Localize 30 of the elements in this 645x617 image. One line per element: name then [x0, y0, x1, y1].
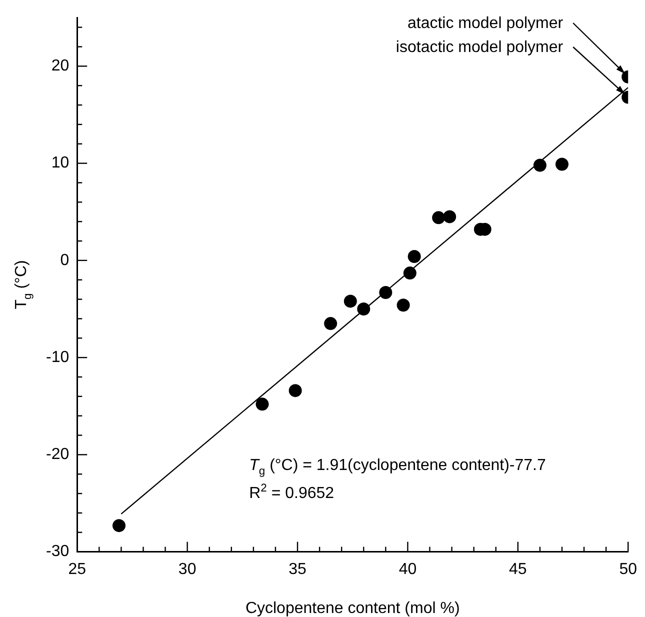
point — [555, 158, 568, 171]
point — [357, 302, 370, 316]
x-tick-label: 35 — [288, 560, 307, 578]
y-tick-label: -20 — [46, 446, 70, 464]
y-tick-label: 10 — [51, 154, 70, 172]
point — [256, 398, 269, 411]
x-tick-label: 45 — [509, 560, 527, 578]
point — [408, 250, 421, 264]
point — [344, 294, 357, 308]
y-axis-title: Tg (°C) — [13, 260, 34, 310]
x-tick-label: 25 — [68, 560, 86, 578]
y-tick-label: -30 — [46, 543, 70, 560]
y-tick-label: -10 — [46, 348, 70, 366]
point — [112, 519, 126, 532]
point — [533, 158, 546, 172]
point — [443, 210, 456, 224]
y-tick-label: 0 — [60, 252, 70, 269]
y-tick-label: 20 — [51, 58, 70, 75]
point — [288, 384, 302, 398]
x-tick-label: 50 — [619, 560, 638, 578]
point — [396, 298, 410, 312]
point — [403, 266, 416, 280]
annotation: atactic model polymer — [407, 15, 564, 32]
point — [432, 211, 446, 224]
x-tick-label: 30 — [178, 560, 196, 578]
x-tick-label: 40 — [398, 560, 417, 578]
x-axis-title: Cyclopentene content (mol %) — [245, 600, 460, 617]
point — [324, 317, 338, 330]
annotation: isotactic model polymer — [396, 39, 564, 56]
point — [379, 286, 392, 299]
